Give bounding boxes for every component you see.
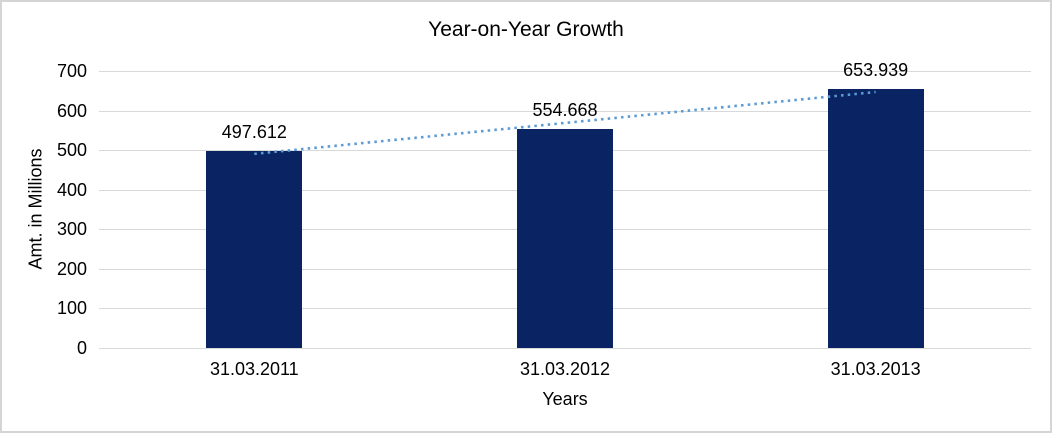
bar [517,128,613,348]
y-tick-label: 700 [56,61,87,81]
x-tick-label: 31.03.2011 [209,359,299,379]
y-tick-label: 300 [56,219,87,240]
bar [206,151,303,348]
chart-title: Year-on-Year Growth [428,18,624,41]
gridline [99,71,1031,72]
y-tick-label: 0 [76,338,87,358]
bar [827,89,924,348]
bar-value-label: 497.612 [221,122,287,143]
bar-value-label: 554.668 [532,99,598,120]
x-axis-title: Years [542,389,588,409]
x-tick-label: 31.03.2012 [519,359,611,379]
y-tick-label: 100 [56,298,87,319]
y-axis-title: Amt. in Millions [25,148,46,270]
bar-value-label: 653.939 [843,60,909,81]
y-tick-label: 400 [56,179,87,200]
x-tick-label: 31.03.2013 [830,359,921,379]
y-tick-label: 600 [56,100,87,121]
gridline [99,348,1031,349]
y-tick-label: 500 [56,140,87,161]
y-tick-label: 200 [56,258,87,279]
